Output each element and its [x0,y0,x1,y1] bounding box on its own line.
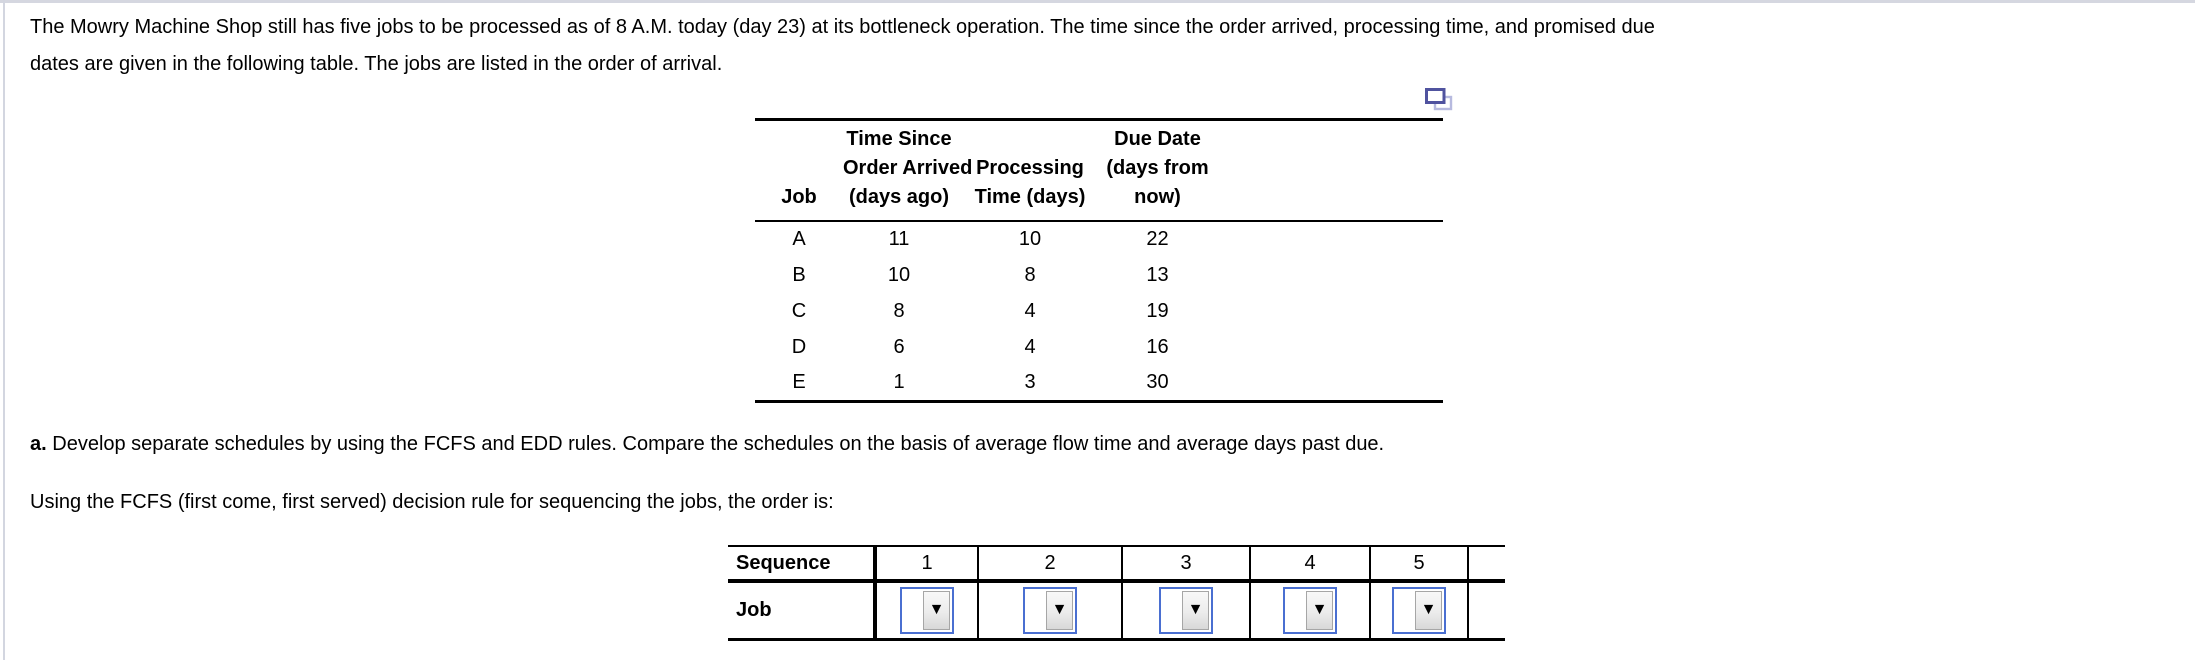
dropdown-arrow-icon: ▼ [1046,590,1073,630]
processing-cell: 3 [1024,370,1036,393]
panel-left-border [3,0,5,660]
table-row: B 10 8 13 [755,257,1443,293]
dropdown-arrow-icon: ▼ [1415,590,1442,630]
header-processing-line1: Processing [976,157,1084,179]
job-select-3[interactable]: ▼ [1159,586,1213,634]
due-cell: 30 [1146,370,1169,393]
processing-cell: 8 [1024,263,1036,286]
header-time-since-line3: (days ago) [848,186,950,208]
job-cell: D [791,335,807,358]
sequence-number-cell: 5 [1369,546,1469,583]
panel-top-border [0,0,2195,3]
intro-paragraph: The Mowry Machine Shop still has five jo… [30,9,2180,83]
table-row: C 8 4 19 [755,293,1443,329]
jobs-table-header-job: Job [755,119,843,222]
job-select-cell: ▼ [977,581,1122,639]
header-due-line2: (days from [1106,157,1209,179]
dropdown-arrow-icon: ▼ [923,590,950,630]
arrived-cell: 11 [888,228,910,250]
job-select-5[interactable]: ▼ [1392,586,1446,634]
header-time-since-line1: Time Since [846,128,952,150]
processing-cell: 4 [1024,335,1036,358]
question-a: a. Develop separate schedules by using t… [30,433,2180,456]
header-processing-line2: Time (days) [974,186,1086,208]
job-cell: E [792,370,806,393]
processing-cell: 4 [1024,299,1036,322]
filler-cell [1210,293,1443,329]
filler-cell [1210,257,1443,293]
sequence-number-cell: 2 [977,546,1122,583]
jobs-table-header-filler [1210,119,1443,222]
sequence-header-row: Sequence 1 2 3 4 5 [728,546,1505,583]
job-row-label: Job [728,581,877,639]
copy-table-icon[interactable] [1425,88,1453,112]
job-cell: A [792,228,806,250]
job-cell: B [792,263,806,286]
table-row: E 1 3 30 [755,365,1443,401]
jobs-table-header-due-date: Due Date (days from now) [1105,119,1210,222]
job-select-cell: ▼ [1249,581,1370,639]
due-cell: 22 [1146,228,1169,250]
due-cell: 19 [1146,299,1169,322]
question-a-label: a. [30,433,47,455]
duplicate-window-icon [1425,88,1453,111]
sequence-number-cell: 3 [1121,546,1250,583]
arrived-cell: 6 [893,335,905,358]
intro-line-1: The Mowry Machine Shop still has five jo… [30,16,1655,38]
sequence-table: Sequence 1 2 3 4 5 Job ▼ ▼ ▼ ▼ ▼ [728,545,1505,641]
filler-cell [1468,546,1505,583]
jobs-table: Job Time Since Order Arrived (days ago) … [755,118,1443,403]
header-due-line3: now) [1134,186,1181,208]
dropdown-arrow-icon: ▼ [1306,590,1333,630]
fcfs-prompt: Using the FCFS (first come, first served… [30,491,834,513]
job-select-4[interactable]: ▼ [1283,586,1337,634]
filler-cell [1468,581,1505,639]
sequence-row-label: Sequence [728,546,877,583]
processing-cell: 10 [1018,228,1042,250]
sequence-number-cell: 4 [1249,546,1370,583]
job-select-2[interactable]: ▼ [1023,586,1077,634]
header-time-since-line2: Order Arrived [843,157,973,179]
job-select-1[interactable]: ▼ [900,586,954,634]
due-cell: 16 [1146,335,1169,358]
table-row: D 6 4 16 [755,329,1443,365]
intro-line-2: dates are given in the following table. … [30,53,723,75]
jobs-table-header-processing: Processing Time (days) [955,119,1105,222]
arrived-cell: 8 [893,299,905,322]
dropdown-arrow-icon: ▼ [1182,590,1209,630]
arrived-cell: 10 [887,263,911,286]
table-row: A 11 10 22 [755,221,1443,257]
jobs-table-header-row: Job Time Since Order Arrived (days ago) … [755,119,1443,222]
job-select-cell: ▼ [874,581,978,639]
sequence-number-cell: 1 [874,546,978,583]
header-due-line1: Due Date [1114,128,1201,150]
jobs-table-header-time-since: Time Since Order Arrived (days ago) [843,119,973,222]
arrived-cell: 1 [893,370,905,393]
question-a-text: Develop separate schedules by using the … [52,433,1385,455]
job-select-cell: ▼ [1121,581,1250,639]
header-job-label: Job [781,186,817,208]
filler-cell [1210,329,1443,365]
job-select-cell: ▼ [1369,581,1469,639]
filler-cell [1210,221,1443,257]
due-cell: 13 [1146,263,1169,286]
job-selection-row: Job ▼ ▼ ▼ ▼ ▼ [728,581,1505,639]
job-cell: C [791,299,807,322]
filler-cell [1210,365,1443,401]
